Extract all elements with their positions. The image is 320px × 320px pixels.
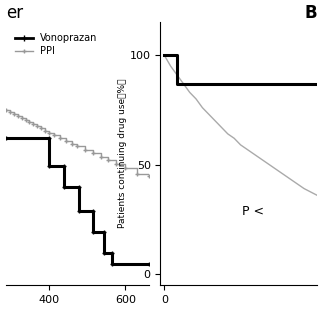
Text: er: er [6,4,24,22]
Y-axis label: Patients continuing drug use（%）: Patients continuing drug use（%） [118,79,127,228]
Legend: Vonoprazan, PPI: Vonoprazan, PPI [14,33,99,57]
Text: B: B [304,4,317,22]
Text: P <: P < [242,205,264,218]
